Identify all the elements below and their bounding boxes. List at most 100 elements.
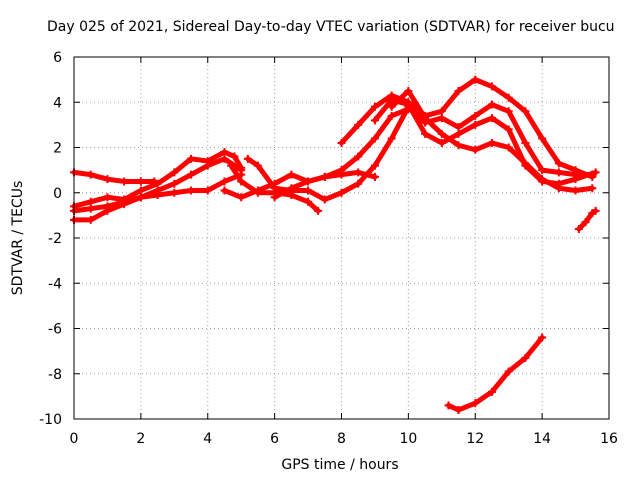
x-tick-label: 12	[466, 431, 484, 447]
data-point	[287, 170, 296, 179]
series-arc-13	[574, 206, 600, 233]
x-tick-label: 16	[600, 431, 618, 447]
data-point	[170, 188, 179, 197]
data-point	[554, 184, 563, 193]
data-point	[86, 204, 95, 213]
series-arc-2	[70, 148, 246, 211]
data-point	[504, 93, 513, 102]
x-tick-label: 14	[533, 431, 551, 447]
series-arc-11	[387, 86, 597, 195]
data-point	[591, 206, 600, 215]
data-point	[320, 172, 329, 181]
data-point	[203, 161, 212, 170]
data-point	[220, 154, 229, 163]
data-point	[220, 186, 229, 195]
series-arc-8	[270, 168, 379, 202]
data-point	[454, 86, 463, 95]
data-point	[370, 116, 379, 125]
data-point	[471, 145, 480, 154]
data-point	[521, 107, 530, 116]
data-point	[387, 95, 396, 104]
data-point	[187, 186, 196, 195]
data-point	[471, 399, 480, 408]
data-point	[574, 224, 583, 233]
data-point	[287, 184, 296, 193]
y-tick-label: 2	[53, 141, 62, 157]
series-arc-9	[337, 75, 597, 181]
data-point	[487, 100, 496, 109]
data-point	[103, 202, 112, 211]
series-line	[339, 77, 595, 180]
data-point	[354, 179, 363, 188]
data-point	[471, 111, 480, 120]
data-point	[404, 100, 413, 109]
x-tick-label: 8	[337, 431, 346, 447]
data-point	[454, 123, 463, 132]
data-point	[136, 177, 145, 186]
data-point	[153, 191, 162, 200]
series-arc-10	[370, 95, 600, 188]
data-point	[487, 387, 496, 396]
data-point	[504, 107, 513, 116]
series-arc-1	[70, 168, 159, 186]
data-point	[120, 197, 129, 206]
data-point	[314, 206, 323, 215]
axis-ticks: 0 2 4 6 8 10 12 14 16 -10 -8 -6 -4 -2 0 2 4 6	[39, 50, 618, 447]
data-point	[504, 367, 513, 376]
series-arc-12	[444, 333, 547, 414]
series-line	[71, 169, 157, 184]
data-point	[337, 170, 346, 179]
data-point	[270, 193, 279, 202]
data-point	[554, 159, 563, 168]
grid-lines	[74, 57, 609, 419]
data-point	[187, 170, 196, 179]
data-point	[370, 102, 379, 111]
data-point	[86, 197, 95, 206]
data-point	[404, 86, 413, 95]
data-point	[437, 107, 446, 116]
data-point	[387, 111, 396, 120]
y-tick-label: -2	[48, 231, 62, 247]
data-point	[237, 177, 246, 186]
chart-title: Day 025 of 2021, Sidereal Day-to-day VTE…	[47, 19, 615, 35]
data-point	[554, 168, 563, 177]
y-tick-label: 4	[53, 95, 62, 111]
data-point	[437, 138, 446, 147]
data-point	[571, 186, 580, 195]
data-point	[243, 154, 252, 163]
data-point	[270, 184, 279, 193]
y-tick-label: 6	[53, 50, 62, 66]
data-point	[86, 215, 95, 224]
data-point	[437, 114, 446, 123]
data-point	[538, 134, 547, 143]
data-point	[370, 172, 379, 181]
data-point	[354, 168, 363, 177]
data-point	[370, 134, 379, 143]
data-point	[203, 186, 212, 195]
data-point	[170, 168, 179, 177]
data-point	[387, 102, 396, 111]
data-point	[253, 188, 262, 197]
data-point	[220, 177, 229, 186]
data-point	[487, 114, 496, 123]
x-tick-label: 0	[70, 431, 79, 447]
data-point	[354, 120, 363, 129]
data-point	[444, 401, 453, 410]
data-point	[421, 129, 430, 138]
data-point	[337, 138, 346, 147]
y-tick-label: -10	[39, 412, 62, 428]
data-point	[103, 175, 112, 184]
x-tick-label: 2	[136, 431, 145, 447]
data-point	[337, 188, 346, 197]
data-point	[487, 138, 496, 147]
data-point	[187, 154, 196, 163]
data-point	[521, 159, 530, 168]
data-points	[70, 75, 600, 414]
y-tick-label: 0	[53, 186, 62, 202]
data-point	[437, 129, 446, 138]
data-point	[454, 141, 463, 150]
data-point	[304, 177, 313, 186]
data-point	[581, 218, 590, 227]
data-point	[521, 353, 530, 362]
